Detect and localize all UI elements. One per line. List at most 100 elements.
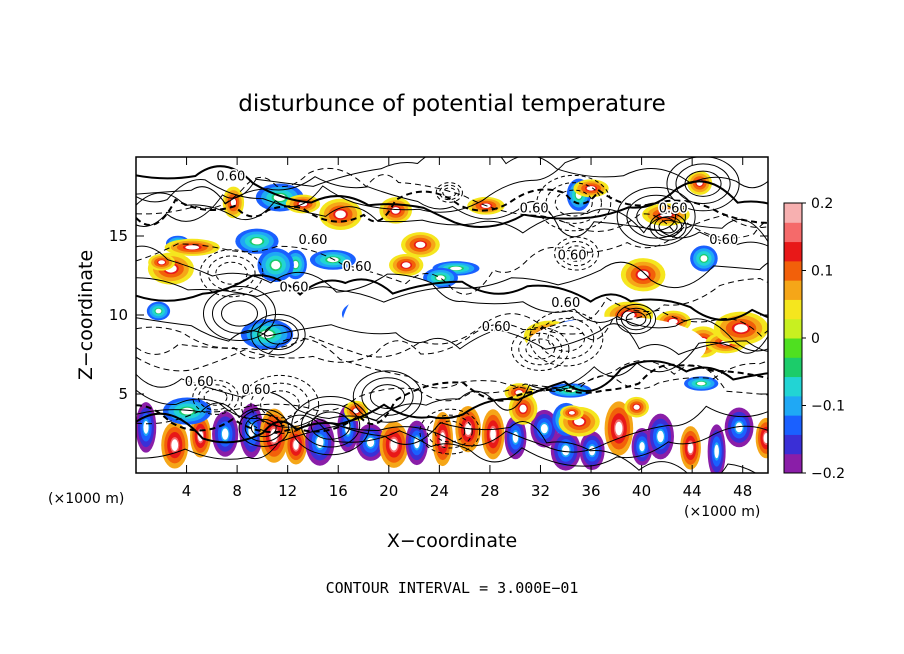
x-axis-label: X−coordinate	[387, 530, 517, 552]
contour-label: 0.60	[558, 249, 587, 264]
contour-ring	[220, 300, 259, 327]
contour-ring	[197, 384, 234, 411]
field-patch-core	[519, 404, 527, 413]
contour-ring	[426, 414, 473, 449]
contour-ring	[244, 413, 283, 443]
field-patch-core	[158, 260, 165, 265]
x-tick-label: 36	[581, 482, 600, 500]
positive-contour	[136, 317, 768, 356]
contour-ring	[369, 384, 406, 410]
y-tick-label: 15	[109, 227, 128, 245]
x-tick-label: 40	[632, 482, 651, 500]
field-patch-core	[415, 241, 426, 248]
field-patch-core	[391, 207, 400, 214]
contour-ring	[310, 411, 351, 440]
field-patch-core	[251, 238, 263, 245]
positive-contour	[136, 179, 768, 243]
colorbar-segment	[784, 415, 802, 435]
colorbar-segment	[784, 299, 802, 320]
colorbar-segment	[784, 280, 802, 300]
negative-contour	[136, 297, 768, 372]
field-patch-core	[540, 423, 548, 434]
contour-ring	[545, 182, 602, 224]
x-tick-label: 16	[329, 482, 348, 500]
contour-ring	[419, 408, 481, 455]
field-patch-core	[271, 260, 281, 270]
contour-ring	[626, 194, 686, 239]
y-axis-ticks: 5 10 15	[109, 227, 768, 403]
contour-ring	[625, 311, 647, 327]
colorbar-segment	[784, 357, 802, 378]
contour-ring	[684, 170, 722, 197]
contour-ring	[529, 310, 604, 367]
y-tick-label: 5	[118, 385, 128, 403]
contour-label: 0.60	[709, 233, 738, 248]
positive-contour	[136, 360, 768, 444]
contour-ring	[361, 377, 414, 416]
temperature-field: 0.60 0.60 0.60 0.60 0.60 0.60 0.60 0.60 0.60 0.60…	[136, 157, 768, 473]
contour-ring	[211, 293, 268, 334]
contour-ring	[666, 157, 740, 212]
field-patch-core	[639, 442, 645, 452]
field-patch-core	[185, 245, 200, 250]
contour-label: 0.60	[185, 375, 214, 390]
x-tick-label: 28	[480, 482, 499, 500]
contour-ring	[250, 382, 310, 427]
field-patch-core	[763, 432, 768, 444]
contour-ring	[250, 418, 277, 438]
field-patch-core	[615, 421, 623, 436]
contour-ring	[565, 245, 588, 262]
colorbar-segment	[784, 434, 802, 455]
contour-label: 0.60	[298, 233, 327, 248]
x-tick-label: 8	[232, 482, 242, 500]
contour-ring	[547, 325, 586, 352]
field-patch-core	[734, 324, 748, 333]
contour-ring	[554, 236, 599, 271]
x-tick-label: 12	[278, 482, 297, 500]
negative-contour	[136, 277, 768, 358]
x-unit-right: (×1000 m)	[684, 504, 760, 520]
x-tick-label: 48	[733, 482, 752, 500]
x-tick-label: 32	[531, 482, 550, 500]
contour-ring	[257, 319, 299, 351]
positive-contour	[136, 402, 768, 467]
positive-contour	[136, 421, 757, 473]
negative-contour	[136, 360, 768, 425]
contour-ring	[434, 420, 466, 443]
contour-ring	[559, 241, 594, 267]
contour-ring	[675, 163, 731, 205]
contour-ring	[615, 303, 657, 335]
contour-ring	[649, 212, 687, 241]
x-axis-ticks: 4 8 12 16 20 24 28 32 36 40 44 48	[182, 157, 752, 500]
contour-ring	[260, 390, 300, 419]
field-patch-core	[221, 428, 229, 440]
contour-interval-note: CONTOUR INTERVAL = 3.000E−01	[326, 579, 579, 597]
field-patch-core	[568, 410, 575, 415]
field-patch-core	[366, 437, 375, 447]
contour-ring	[439, 184, 460, 201]
contour-ring	[435, 182, 463, 203]
field-patch-core	[687, 442, 694, 454]
field-patch-core	[230, 198, 237, 207]
contour-ring	[238, 408, 289, 448]
colorbar-tick-label: −0.2	[811, 466, 845, 482]
contour-label: 0.60	[242, 383, 271, 398]
y-tick-label: 10	[109, 306, 128, 324]
field-patch-core	[637, 270, 649, 279]
x-tick-label: 44	[683, 482, 702, 500]
colorbar-tick-label: 0.2	[811, 196, 833, 212]
contour-ring	[620, 307, 652, 331]
calm-region	[341, 275, 462, 386]
positive-contour	[136, 274, 768, 321]
contour-ring	[352, 370, 423, 423]
field-patch-core	[700, 255, 708, 262]
contour-ring	[264, 324, 293, 345]
field-patch-core	[390, 438, 398, 451]
colorbar-segment	[784, 260, 802, 281]
contour-ring	[658, 219, 678, 234]
field-patch-core	[633, 404, 640, 410]
x-unit-left: (×1000 m)	[48, 491, 124, 507]
contour-ring	[518, 332, 563, 366]
contour-ring	[536, 174, 612, 232]
contour-label: 0.60	[216, 170, 245, 185]
